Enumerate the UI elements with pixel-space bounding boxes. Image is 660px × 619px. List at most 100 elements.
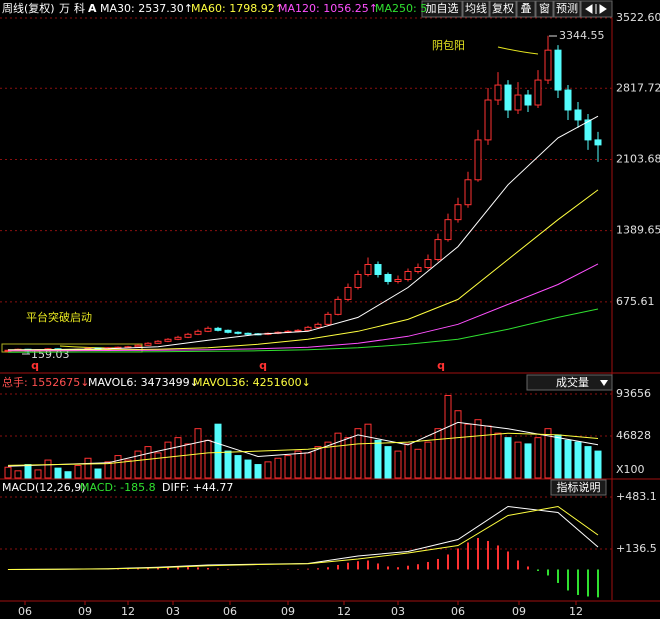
x-tick-label: 12 bbox=[569, 605, 583, 618]
button[interactable] bbox=[553, 0, 581, 18]
candle-body bbox=[344, 286, 352, 300]
help-button-label[interactable]: 指标说明 bbox=[557, 480, 601, 494]
indicator-dropdown[interactable] bbox=[526, 374, 613, 391]
button-label[interactable]: 叠 bbox=[521, 2, 532, 15]
candle-body bbox=[234, 331, 242, 334]
dropdown-label[interactable]: 成交量 bbox=[556, 375, 589, 389]
volume-bar bbox=[284, 455, 292, 479]
panel-bar: 93656 46828 MAVOL6: 3473499↓MAVOL36: 42516… bbox=[0, 376, 651, 479]
volume-bar bbox=[534, 437, 542, 479]
period-label[interactable]: 周线(复权) bbox=[2, 1, 55, 15]
volume-bar bbox=[584, 446, 592, 479]
button[interactable] bbox=[535, 0, 554, 18]
indicator-line bbox=[7, 189, 599, 351]
volume-bar bbox=[544, 428, 552, 479]
event-marker[interactable]: q bbox=[31, 359, 39, 372]
volume-bar bbox=[594, 450, 602, 479]
volume-bar bbox=[104, 461, 112, 479]
button-label[interactable]: 加自选 bbox=[426, 2, 459, 15]
candle-body bbox=[184, 333, 192, 338]
button-label[interactable]: 均线 bbox=[465, 1, 487, 15]
x-tick-label: 06 bbox=[18, 605, 32, 618]
candle-body bbox=[524, 94, 532, 106]
x-tick-label: 12 bbox=[121, 605, 135, 618]
indicator-line bbox=[7, 432, 599, 466]
y-tick-label: 2817.72 bbox=[616, 81, 660, 94]
volume-bar bbox=[94, 468, 102, 479]
button-label[interactable]: 复权 bbox=[492, 1, 514, 15]
volume-bar bbox=[114, 455, 122, 479]
volume-bar bbox=[454, 410, 462, 479]
volume-bar bbox=[174, 437, 182, 479]
volume-bar bbox=[574, 441, 582, 479]
high-label: 3344.55 bbox=[559, 29, 605, 42]
candle-body bbox=[404, 271, 412, 280]
candle-body bbox=[444, 219, 452, 241]
flag: A bbox=[88, 2, 97, 15]
candle-body bbox=[464, 179, 472, 206]
volume-bar bbox=[164, 441, 172, 479]
candle-body bbox=[584, 119, 592, 141]
volume-bar bbox=[484, 425, 492, 479]
candle-body bbox=[324, 313, 332, 325]
volume-bar bbox=[364, 423, 372, 479]
volume-bar bbox=[394, 450, 402, 479]
candle-body bbox=[504, 84, 512, 111]
button[interactable] bbox=[421, 0, 463, 18]
x-tick-label: 09 bbox=[512, 605, 526, 618]
button[interactable] bbox=[516, 0, 536, 18]
volume-bar bbox=[4, 466, 12, 479]
volume-bar bbox=[224, 450, 232, 479]
volume-bar bbox=[434, 428, 442, 479]
volume-total: 总手: 1552675↓ bbox=[2, 375, 89, 389]
legend-entry: MAVOL36: 4251600↓ bbox=[193, 376, 311, 389]
x-tick-label: 03 bbox=[166, 605, 180, 618]
legend-entry: DIFF: +44.77 bbox=[162, 481, 233, 494]
event-marker[interactable]: q bbox=[437, 359, 445, 372]
volume-bar bbox=[414, 448, 422, 479]
y-tick-label: 93656 bbox=[616, 387, 651, 400]
panel-candlestick: 3522.60 2817.72 2103.68 1389.65 675.61 MA30: … bbox=[0, 2, 660, 354]
volume-bar bbox=[134, 450, 142, 479]
volume-bar bbox=[324, 441, 332, 479]
volume-bar bbox=[444, 394, 452, 479]
volume-bar bbox=[294, 450, 302, 479]
candle-body bbox=[304, 326, 312, 331]
volume-bar bbox=[304, 452, 312, 479]
indicator-line bbox=[7, 308, 599, 353]
candle-body bbox=[514, 94, 522, 111]
candle-body bbox=[544, 49, 552, 81]
button-label[interactable]: 窗 bbox=[539, 1, 550, 15]
button[interactable] bbox=[462, 0, 490, 18]
candle-body bbox=[454, 204, 462, 221]
dropdown-caret[interactable] bbox=[600, 380, 608, 386]
candle-body bbox=[374, 264, 382, 275]
flag: 科 bbox=[74, 1, 85, 15]
volume-bar bbox=[554, 434, 562, 479]
volume-bar bbox=[44, 459, 52, 479]
event-marker[interactable]: q bbox=[259, 359, 267, 372]
volume-bar bbox=[354, 428, 362, 479]
flag: 万 bbox=[59, 2, 70, 15]
candle-body bbox=[474, 139, 482, 181]
candle-body bbox=[414, 267, 422, 273]
button-label[interactable]: 预测 bbox=[556, 2, 578, 15]
x-tick-label: 12 bbox=[337, 605, 351, 618]
button[interactable] bbox=[489, 0, 517, 18]
nav-arrows[interactable] bbox=[585, 4, 607, 14]
x-tick-label: 03 bbox=[391, 605, 405, 618]
volume-bar bbox=[54, 467, 62, 479]
candle-body bbox=[154, 340, 162, 344]
candle-body bbox=[134, 344, 142, 348]
indicator-line bbox=[7, 421, 599, 467]
candle-body bbox=[144, 342, 152, 346]
help-button[interactable] bbox=[550, 479, 607, 496]
annotation: 阴包阳 bbox=[432, 39, 465, 52]
volume-bar bbox=[184, 443, 192, 479]
candle-body bbox=[434, 239, 442, 261]
candle-body bbox=[384, 273, 392, 282]
volume-bar bbox=[344, 437, 352, 479]
y-tick-label: 1389.65 bbox=[616, 224, 660, 237]
candle-body bbox=[214, 327, 222, 331]
